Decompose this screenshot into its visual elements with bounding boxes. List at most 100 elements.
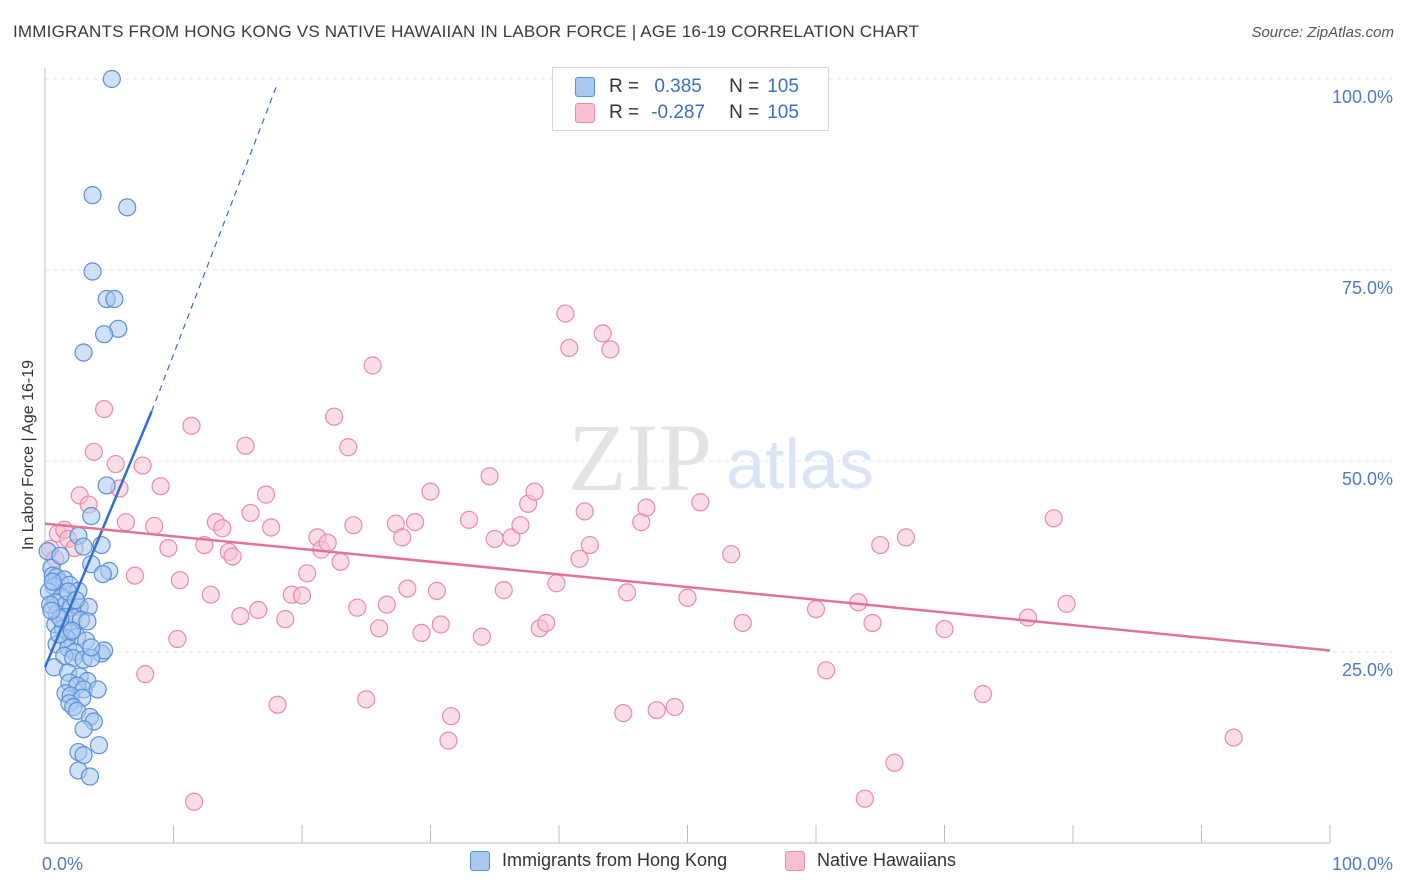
watermark-atlas: atlas (726, 425, 874, 503)
native-hawaiians-point (106, 454, 125, 474)
native-hawaiians-point (262, 518, 281, 537)
native-hawaiians-point (896, 528, 916, 547)
native-hawaiians-point (665, 697, 684, 717)
tick-labels: 100.0% 75.0% 50.0% 25.0% 0.0% 100.0% (42, 87, 1393, 874)
native-hawaiians-point (494, 581, 513, 600)
native-hawaiians-point (806, 600, 826, 619)
native-hawaiians-point (575, 502, 594, 521)
native-hawaiians-point (733, 613, 752, 633)
native-hawaiians-point (95, 399, 114, 419)
hong-kong-point (42, 601, 61, 620)
native-hawaiians-point (325, 407, 344, 426)
hong-kong-point (80, 767, 100, 786)
native-hawaiians-point (863, 613, 882, 633)
hong-kong-point (74, 720, 93, 739)
native-hawaiians-point (276, 610, 295, 629)
native-hawaiians-point (405, 513, 425, 532)
source-credit: Source: ZipAtlas.com (1251, 24, 1394, 41)
hong-kong-point (74, 537, 93, 556)
native-hawaiians-point (485, 529, 504, 549)
hong-kong-point (88, 680, 107, 699)
hong-kong-points (38, 69, 137, 786)
native-hawaiians-point (973, 684, 993, 704)
legend-n-label: N = (729, 76, 760, 97)
native-hawaiians-point (431, 615, 450, 634)
native-hawaiians-point (570, 549, 589, 568)
native-hawaiians-point (678, 588, 697, 607)
native-hawaiians-point (1057, 594, 1076, 613)
native-hawaiians-point (84, 442, 103, 461)
native-hawaiians-point (601, 340, 620, 359)
native-hawaiians-point (249, 600, 268, 620)
hong-kong-point (43, 572, 62, 591)
native-hawaiians-point (182, 416, 201, 435)
native-hawaiians-point (344, 516, 363, 535)
native-hawaiians-point (1018, 608, 1038, 627)
hong-kong-point (82, 506, 101, 526)
native-hawaiians-point (133, 456, 152, 475)
native-hawaiians-point (525, 482, 544, 501)
native-hawaiians-point (136, 665, 155, 684)
trend-lines (43, 86, 1331, 668)
legend-r-value: 0.385 (654, 76, 702, 97)
hong-kong-point (62, 621, 82, 640)
series-legend-hong-kong[interactable]: Immigrants from Hong Kong (470, 850, 727, 871)
watermark: ZIP atlas (568, 404, 874, 511)
native-hawaiians-point (441, 707, 461, 726)
series-legend-label: Native Hawaiians (817, 850, 957, 870)
hong-kong-point (74, 343, 93, 362)
native-hawaiians-point (871, 535, 890, 555)
native-hawaiians-point (357, 690, 376, 709)
native-hawaiians-point (556, 304, 575, 323)
series-legend: Immigrants from Hong Kong Native Hawaiia… (0, 850, 1406, 880)
native-hawaiians-point (145, 516, 164, 536)
native-hawaiians-point (125, 566, 145, 585)
native-hawaiians-point (184, 792, 204, 811)
hong-kong-point (83, 186, 102, 205)
y-tick-label: 75.0% (1342, 278, 1393, 298)
hong-kong-trend-line (43, 410, 153, 668)
series-legend-native-hawaiians[interactable]: Native Hawaiians (785, 850, 956, 871)
native-hawaiians-point (398, 579, 417, 598)
native-hawaiians-point (339, 438, 358, 457)
native-hawaiians-point (511, 516, 530, 535)
hong-kong-point (78, 612, 97, 631)
native-hawaiians-point (298, 564, 317, 583)
native-hawaiians-point (855, 789, 874, 808)
native-hawaiians-point (412, 623, 431, 643)
hong-kong-point (83, 262, 102, 281)
y-tick-label: 25.0% (1342, 660, 1393, 680)
native-hawaiians-point (480, 467, 499, 486)
legend-swatch-blue (575, 77, 595, 97)
legend-n-label: N = (729, 102, 760, 123)
native-hawaiians-point (116, 513, 136, 532)
native-hawaiians-point (256, 485, 276, 504)
native-hawaiians-point (1044, 509, 1063, 528)
axes (44, 68, 1331, 844)
native-hawaiians-point (168, 629, 187, 649)
native-hawaiians-point (370, 619, 389, 638)
native-hawaiians-point (213, 519, 232, 538)
native-hawaiians-point (472, 627, 491, 646)
native-hawaiians-point (593, 324, 612, 343)
hong-kong-point (74, 746, 93, 765)
hong-kong-point (93, 564, 112, 584)
y-tick-label: 100.0% (1332, 87, 1393, 107)
native-hawaiians-point (348, 598, 367, 617)
native-hawaiians-point (817, 661, 836, 680)
native-hawaiians-point (377, 595, 396, 614)
native-hawaiians-point (580, 535, 599, 555)
legend-n-value: 105 (767, 76, 799, 97)
hong-kong-point (82, 638, 101, 657)
native-hawaiians-point (421, 482, 440, 501)
native-hawaiians-point (439, 731, 458, 750)
native-hawaiians-point (236, 436, 255, 455)
x-tick-label: 100.0% (1332, 854, 1393, 874)
native-hawaiians-point (560, 338, 579, 358)
legend-r-label: R = (609, 76, 640, 97)
native-hawaiians-point (231, 606, 250, 626)
native-hawaiians-point (159, 538, 178, 558)
native-hawaiians-point (647, 700, 666, 720)
chart-title: IMMIGRANTS FROM HONG KONG VS NATIVE HAWA… (13, 22, 920, 41)
